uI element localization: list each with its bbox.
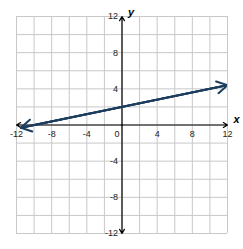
svg-text:4: 4 xyxy=(113,84,118,94)
svg-text:x: x xyxy=(233,113,241,125)
svg-text:8: 8 xyxy=(113,48,118,58)
svg-text:-4: -4 xyxy=(110,156,118,166)
svg-text:8: 8 xyxy=(190,129,195,139)
svg-text:-12: -12 xyxy=(105,228,118,238)
svg-text:12: 12 xyxy=(108,11,118,21)
svg-text:y: y xyxy=(127,6,135,18)
svg-text:0: 0 xyxy=(114,129,119,139)
svg-text:4: 4 xyxy=(155,129,160,139)
svg-text:-8: -8 xyxy=(48,129,56,139)
svg-text:-4: -4 xyxy=(83,129,91,139)
svg-text:-8: -8 xyxy=(110,192,118,202)
svg-text:12: 12 xyxy=(222,129,232,139)
svg-text:-12: -12 xyxy=(10,129,23,139)
